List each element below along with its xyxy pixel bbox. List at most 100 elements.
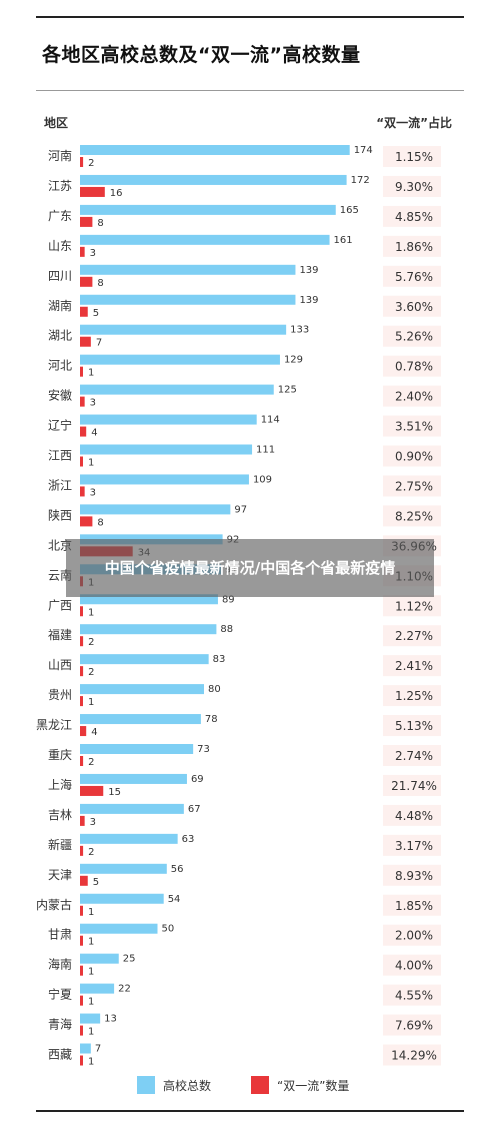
region-label: 四川 (48, 269, 72, 283)
bar-double-first-class (80, 606, 83, 617)
bar-double-first-class (80, 1055, 83, 1066)
ratio-cell-bg (383, 715, 441, 737)
region-label: 广东 (48, 209, 72, 223)
bar-double-first-class-value: 2 (88, 637, 94, 648)
bar-total-value: 109 (253, 474, 272, 485)
bar-double-first-class-value: 1 (88, 607, 94, 618)
region-column-header: 地区 (44, 116, 69, 130)
ratio-cell-bg (383, 894, 441, 916)
bar-double-first-class-value: 3 (90, 487, 96, 498)
bar-double-first-class-value: 2 (88, 667, 94, 678)
bar-total-value: 114 (261, 415, 280, 426)
ratio-value: 2.27% (395, 629, 433, 643)
bar-double-first-class-value: 1 (88, 1027, 94, 1038)
bar-double-first-class-value: 3 (90, 248, 96, 259)
ratio-value: 2.75% (395, 479, 433, 493)
bar-total (80, 354, 280, 365)
bar-double-first-class-value: 2 (88, 158, 94, 169)
bar-total (80, 294, 296, 305)
ratio-value: 5.76% (395, 270, 433, 284)
bar-double-first-class (80, 875, 88, 886)
ratio-cell-bg (383, 146, 441, 167)
bar-double-first-class (80, 1025, 83, 1036)
ratio-value: 1.25% (395, 689, 433, 703)
bar-double-first-class (80, 935, 83, 946)
ratio-cell-bg (383, 325, 441, 347)
region-label: 云南 (48, 567, 72, 582)
ratio-cell-bg (383, 954, 441, 976)
bar-total (80, 714, 201, 725)
bar-total (80, 953, 119, 964)
ratio-value: 7.69% (395, 1019, 433, 1033)
bar-double-first-class (80, 995, 83, 1006)
bar-total-value: 139 (299, 265, 318, 276)
bar-total (80, 384, 274, 395)
ratio-cell-bg (383, 235, 441, 257)
ratio-value: 0.90% (395, 450, 433, 464)
bar-total (80, 684, 204, 695)
bar-total (80, 174, 347, 185)
bar-total (80, 654, 209, 665)
ratio-value: 4.55% (395, 989, 433, 1003)
ratio-cell-bg (383, 265, 441, 287)
bar-double-first-class (80, 815, 85, 826)
region-label: 江西 (48, 449, 72, 463)
bar-double-first-class (80, 157, 84, 167)
bar-double-first-class-value: 1 (88, 1057, 94, 1068)
bar-total-value: 174 (354, 145, 373, 156)
ratio-value: 4.48% (395, 809, 433, 823)
chart-title: 各地区高校总数及“双一流”高校数量 (42, 44, 361, 66)
bar-double-first-class-value: 7 (96, 338, 102, 349)
ratio-value: 8.93% (395, 869, 433, 883)
legend-label-total: 高校总数 (163, 1078, 212, 1093)
region-label: 上海 (48, 777, 72, 792)
bar-total-value: 63 (182, 834, 195, 845)
region-label: 天津 (48, 868, 72, 882)
region-label: 黑龙江 (36, 718, 72, 732)
bar-total (80, 773, 187, 784)
region-label: 浙江 (48, 478, 72, 492)
region-label: 内蒙古 (36, 897, 72, 912)
bar-total (80, 504, 231, 515)
ratio-value: 4.85% (395, 210, 433, 224)
ratio-cell-bg (383, 415, 441, 437)
bar-double-first-class (80, 636, 84, 647)
bar-total-value: 22 (118, 984, 131, 995)
ratio-column-header: “双一流”占比 (376, 116, 452, 130)
ratio-cell-bg (383, 1044, 441, 1066)
region-label: 宁夏 (48, 987, 72, 1002)
ratio-cell-bg (383, 924, 441, 946)
bar-total (80, 234, 330, 245)
legend-label-double-first-class: “双一流”数量 (277, 1078, 350, 1093)
bar-double-first-class (80, 216, 93, 227)
bar-double-first-class-value: 5 (93, 877, 99, 888)
bar-total-value: 165 (340, 205, 359, 216)
bar-double-first-class-value: 1 (88, 967, 94, 978)
bar-double-first-class-value: 4 (91, 428, 97, 439)
bar-double-first-class-value: 2 (88, 847, 94, 858)
bar-total-value: 69 (191, 774, 204, 785)
legend-swatch-double-first-class (251, 1076, 269, 1094)
bar-double-first-class (80, 426, 87, 437)
bar-double-first-class-value: 1 (88, 368, 94, 379)
bar-total (80, 145, 350, 155)
ratio-cell-bg (383, 984, 441, 1006)
region-label: 广西 (48, 598, 72, 612)
bar-double-first-class (80, 905, 83, 916)
region-label: 湖北 (48, 328, 72, 343)
bar-total (80, 803, 184, 814)
ratio-cell-bg (383, 685, 441, 707)
bar-total (80, 594, 218, 605)
bar-double-first-class-value: 16 (110, 188, 123, 199)
ratio-cell-bg (383, 505, 441, 527)
bar-total-value: 133 (290, 325, 309, 336)
ratio-value: 4.00% (395, 959, 433, 973)
bar-double-first-class-value: 3 (90, 398, 96, 409)
ratio-cell-bg (383, 625, 441, 647)
bar-total-value: 83 (213, 654, 226, 665)
bar-total (80, 744, 194, 754)
region-label: 河南 (48, 148, 72, 163)
bottom-border (36, 1110, 464, 1112)
ratio-cell-bg (383, 295, 441, 317)
